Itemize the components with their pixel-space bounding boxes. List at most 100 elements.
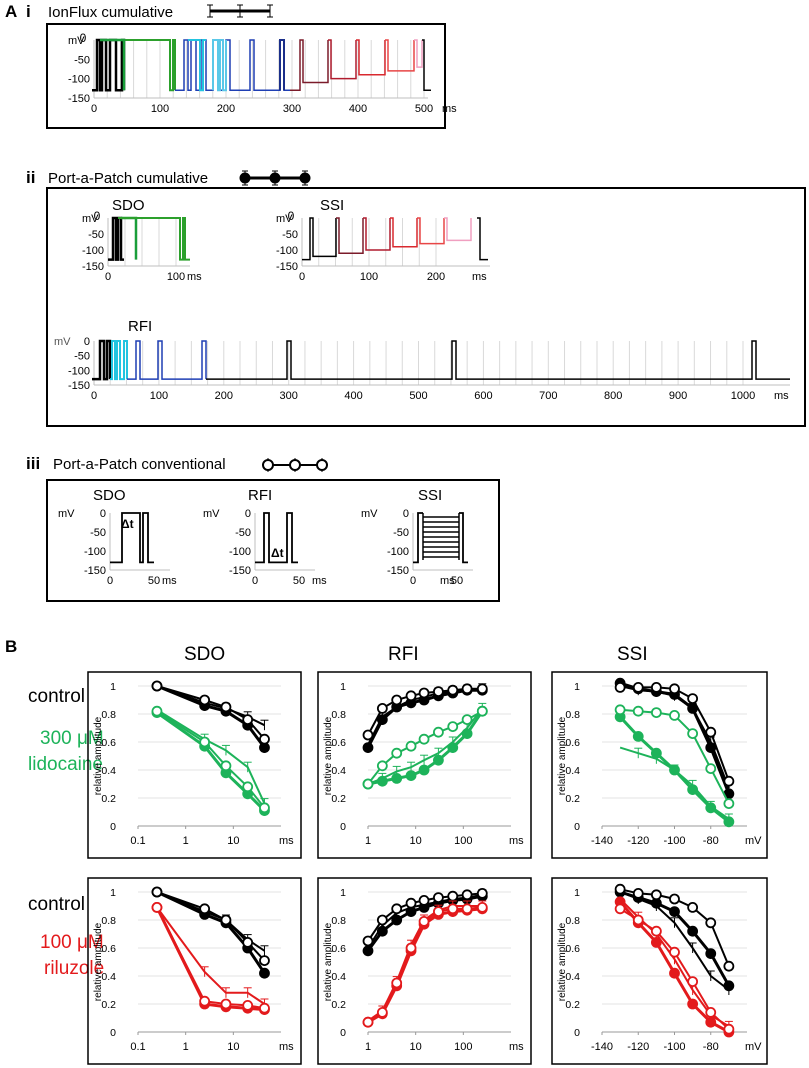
y-tick-label: 0 [340,821,346,833]
panel-a-ii-label: ii [26,168,35,187]
data-point [669,946,680,958]
data-point [447,721,459,732]
y-tick-label: 0.8 [331,915,346,927]
x-tick-label: 200 [427,271,445,283]
y-axis-title: relative amplitude [323,716,334,795]
data-point [376,760,388,772]
data-point [391,747,403,759]
y-axis-title: relative amplitude [557,922,568,1001]
data-point [376,775,388,787]
y-tick-label: 0.4 [101,971,116,983]
x-unit-label: ms [162,575,177,587]
x-tick-label: 50 [293,575,305,587]
data-point [376,925,388,937]
a3-rfi-title: RFI [248,487,272,504]
protocol-trace [108,216,124,261]
data-point [632,682,644,693]
data-point [614,682,626,693]
data-point [614,704,626,716]
y-tick-label: 0.8 [101,709,116,721]
y-tick-label: 0.4 [565,765,580,777]
data-point [669,764,680,776]
data-point [723,960,735,972]
protocol-trace [206,340,790,380]
pap-cumulative-legend-symbol [239,170,311,186]
x-tick-label: 300 [283,103,301,115]
data-point [242,781,254,793]
panel-b-label: B [5,637,17,656]
x-unit-label: ms [279,835,294,847]
data-point [405,770,417,781]
data-point [723,775,735,787]
x-tick-label: 10 [227,1041,239,1053]
x-tick-label: -100 [663,1041,685,1053]
data-point [723,980,735,992]
protocol-trace [279,39,285,91]
y-tick-label: -150 [229,565,251,577]
protocol-trace [385,39,415,72]
y-tick-label: 0 [403,508,409,520]
x-tick-label: 0 [91,103,97,115]
data-point [669,906,680,917]
y-axis-title: relative amplitude [557,716,568,795]
data-point [199,903,211,915]
x-tick-label: -100 [663,835,685,847]
x-tick-label: 0 [107,575,113,587]
x-tick-label: 0 [252,575,258,587]
data-point [447,890,459,902]
protocol-trace [121,216,138,260]
y-tick-label: 0.6 [331,737,346,749]
x-unit-label: ms [509,835,524,847]
col-title-ssi: SSI [617,644,648,665]
data-point [461,889,473,901]
y-tick-label: -50 [74,54,90,66]
data-point [220,914,232,926]
y-unit-label: mV [82,213,99,225]
y-tick-label: 0.2 [565,999,580,1011]
x-tick-label: 0 [105,271,111,283]
data-point [405,897,417,909]
data-point [476,683,488,695]
data-point [650,889,662,901]
data-point [461,714,473,725]
protocol-trace [302,217,337,261]
y-tick-label: 0 [110,821,116,833]
chart-ssi-riluzole: 1 0.8 0.6 0.4 0.2 0 relative amplitude -140 -120… [551,877,768,1065]
x-unit-label: ms [509,1041,524,1053]
protocol-trace [118,217,190,261]
data-point [418,916,430,927]
data-point [669,967,680,979]
y-tick-label: 0.8 [565,915,580,927]
y-tick-label: 1 [340,681,346,693]
data-point [199,736,211,748]
y-axis-title: relative amplitude [93,922,104,1001]
delta-t-label: Δt [271,546,284,560]
x-tick-label: 10 [410,835,422,847]
ionflux-legend-symbol [207,4,273,18]
y-tick-label: -100 [82,245,104,257]
data-point [259,967,270,979]
x-tick-label: 1000 [731,390,755,402]
data-point [199,694,211,706]
a2-sdo-title: SDO [112,197,145,214]
data-point [259,1002,270,1014]
data-point [405,690,417,702]
data-point [687,998,699,1010]
x-tick-label: 400 [344,390,362,402]
a2-rfi-plot: 0 100 200 300 400 500 600 700 800 900 1000 ms mV 0 -50… [54,336,790,402]
row1-control-label: control [28,686,85,707]
data-point [151,902,163,913]
protocol-trace [444,217,472,242]
x-tick-label: -120 [627,1041,649,1053]
data-point [705,917,717,929]
data-point [705,1016,717,1028]
x-tick-label: 1 [183,835,189,847]
y-tick-label: -100 [68,365,90,377]
data-point [433,686,444,697]
data-point [669,683,680,695]
protocol-trace [328,39,357,80]
chart-frame [317,671,532,859]
y-unit-label: mV [203,508,220,520]
